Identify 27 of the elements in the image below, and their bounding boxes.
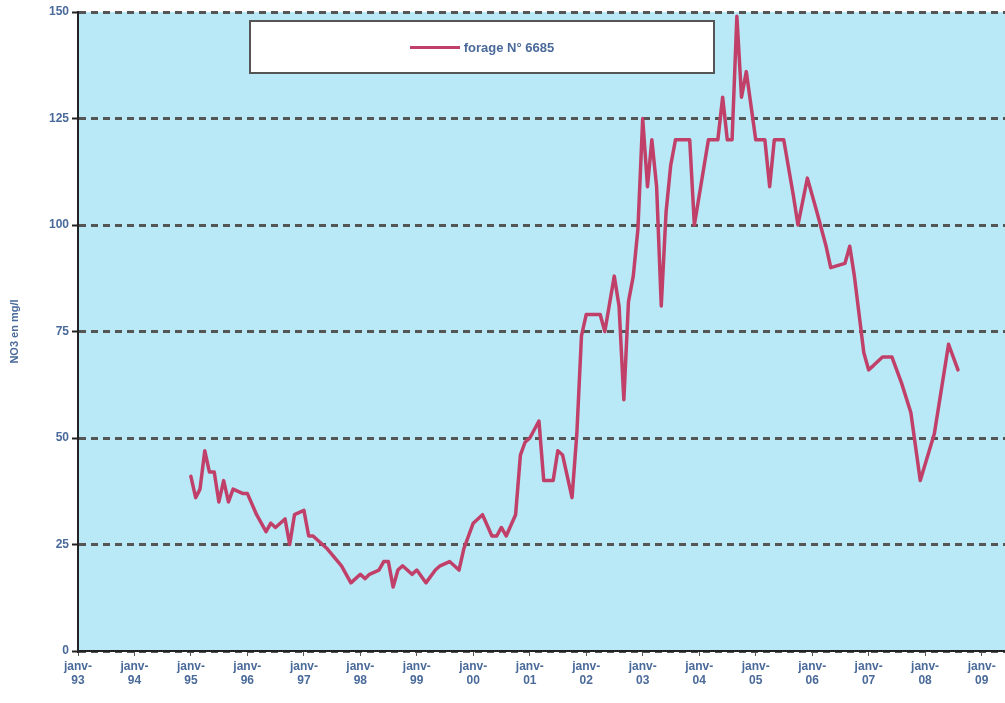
x-tick-label: janv-08 — [910, 658, 940, 687]
x-tick-label: janv-95 — [175, 658, 205, 687]
y-axis-title: NO3 en mg/l — [7, 299, 20, 364]
x-tick-label: janv-96 — [232, 658, 262, 687]
x-tick-label: janv-04 — [684, 658, 714, 687]
x-tick-label: janv-07 — [853, 658, 883, 687]
legend-label: forage N° 6685 — [463, 39, 555, 55]
y-tick-label: 150 — [48, 4, 70, 19]
y-tick-label: 0 — [62, 643, 70, 658]
x-tick-label: janv-05 — [740, 658, 770, 687]
y-tick-label: 125 — [48, 110, 70, 125]
x-tick-label: janv-93 — [62, 658, 93, 687]
x-tick-label: janv-98 — [345, 658, 375, 687]
y-tick-label: 25 — [55, 536, 70, 551]
y-tick-label: 100 — [48, 217, 70, 232]
x-tick-label: janv-94 — [119, 658, 149, 687]
x-tick-label: janv-02 — [571, 658, 601, 687]
x-tick-label: janv-01 — [514, 658, 544, 687]
x-tick-label: janv-06 — [797, 658, 827, 687]
x-tick-label: janv-09 — [966, 658, 996, 687]
x-tick-label: janv-99 — [401, 658, 431, 687]
legend-box: forage N° 6685 — [249, 20, 715, 74]
x-tick-label: janv-97 — [288, 658, 318, 687]
y-tick-label: 50 — [55, 430, 70, 445]
y-tick-label: 75 — [55, 323, 70, 338]
x-tick-label: janv-00 — [458, 658, 488, 687]
x-tick-label: janv-03 — [627, 658, 657, 687]
